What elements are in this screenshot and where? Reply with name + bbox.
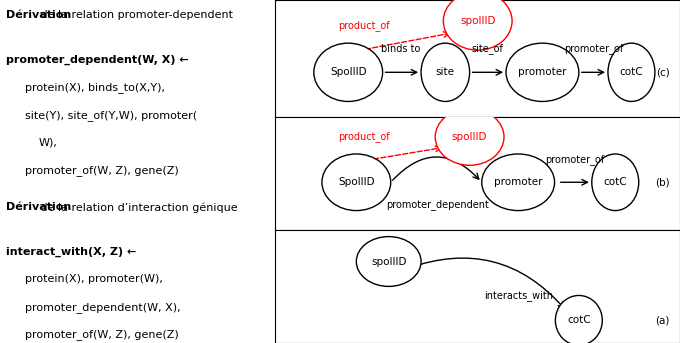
Ellipse shape bbox=[481, 154, 555, 211]
Text: de la relation d’interaction génique: de la relation d’interaction génique bbox=[37, 202, 238, 213]
Text: promoter_dependent(W, X) ←: promoter_dependent(W, X) ← bbox=[5, 55, 188, 65]
Text: site_of: site_of bbox=[472, 44, 504, 55]
Text: protein(X), binds_to(X,Y),: protein(X), binds_to(X,Y), bbox=[24, 82, 165, 93]
Ellipse shape bbox=[322, 154, 391, 211]
Text: interact_with(X, Z) ←: interact_with(X, Z) ← bbox=[5, 247, 136, 257]
Ellipse shape bbox=[443, 0, 512, 50]
Text: site(Y), site_of(Y,W), promoter(: site(Y), site_of(Y,W), promoter( bbox=[24, 110, 197, 121]
Text: promoter_of(W, Z), gene(Z): promoter_of(W, Z), gene(Z) bbox=[24, 329, 179, 340]
Ellipse shape bbox=[608, 43, 655, 102]
Text: cotC: cotC bbox=[603, 177, 627, 187]
Text: de la relation promoter-dependent: de la relation promoter-dependent bbox=[37, 10, 233, 20]
Ellipse shape bbox=[592, 154, 639, 211]
Text: product_of: product_of bbox=[339, 20, 390, 31]
Ellipse shape bbox=[506, 43, 579, 102]
Text: promoter_dependent: promoter_dependent bbox=[386, 200, 489, 210]
Text: binds to: binds to bbox=[381, 44, 420, 54]
Text: cotC: cotC bbox=[567, 315, 591, 326]
Text: promoter: promoter bbox=[494, 177, 543, 187]
Text: spoIIID: spoIIID bbox=[460, 16, 496, 26]
Text: SpoIIID: SpoIIID bbox=[330, 67, 367, 77]
Text: W),: W), bbox=[39, 137, 57, 147]
Text: promoter_of: promoter_of bbox=[545, 154, 605, 165]
Text: product_of: product_of bbox=[339, 132, 390, 142]
Text: spoIIID: spoIIID bbox=[452, 132, 488, 142]
Text: SpoIIID: SpoIIID bbox=[338, 177, 375, 187]
Ellipse shape bbox=[435, 109, 504, 165]
Text: (c): (c) bbox=[656, 67, 670, 77]
Text: interacts_with: interacts_with bbox=[483, 290, 553, 301]
Text: spoIIID: spoIIID bbox=[371, 257, 407, 267]
Text: Dérivation: Dérivation bbox=[5, 202, 71, 212]
Text: promoter_of(W, Z), gene(Z): promoter_of(W, Z), gene(Z) bbox=[24, 165, 179, 176]
Ellipse shape bbox=[314, 43, 383, 102]
Text: (a): (a) bbox=[656, 315, 670, 326]
Ellipse shape bbox=[356, 237, 421, 286]
Text: (b): (b) bbox=[656, 177, 670, 187]
Text: cotC: cotC bbox=[619, 67, 643, 77]
Text: site: site bbox=[436, 67, 455, 77]
Text: promoter: promoter bbox=[518, 67, 566, 77]
Text: promoter_of: promoter_of bbox=[564, 44, 623, 55]
Text: promoter_dependent(W, X),: promoter_dependent(W, X), bbox=[24, 302, 180, 313]
Ellipse shape bbox=[421, 43, 470, 102]
Text: protein(X), promoter(W),: protein(X), promoter(W), bbox=[24, 274, 163, 284]
Text: Dérivation: Dérivation bbox=[5, 10, 71, 20]
Ellipse shape bbox=[556, 295, 602, 343]
